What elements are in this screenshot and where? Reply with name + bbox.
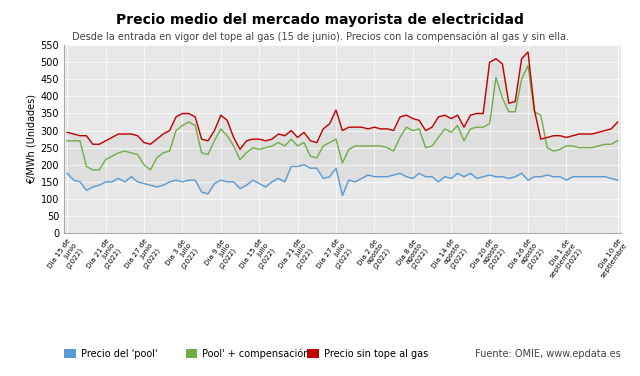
Text: Fuente: OMIE, www.epdata.es: Fuente: OMIE, www.epdata.es [475,349,621,359]
Text: Precio del 'pool': Precio del 'pool' [81,349,157,359]
Text: Precio medio del mercado mayorista de electricidad: Precio medio del mercado mayorista de el… [116,13,524,27]
Text: Pool' + compensación: Pool' + compensación [202,349,310,359]
Text: Precio sin tope al gas: Precio sin tope al gas [324,349,428,359]
Text: Desde la entrada en vigor del tope al gas (15 de junio). Precios con la compensa: Desde la entrada en vigor del tope al ga… [72,32,568,42]
Y-axis label: €/MWh (Unidades): €/MWh (Unidades) [26,94,36,184]
